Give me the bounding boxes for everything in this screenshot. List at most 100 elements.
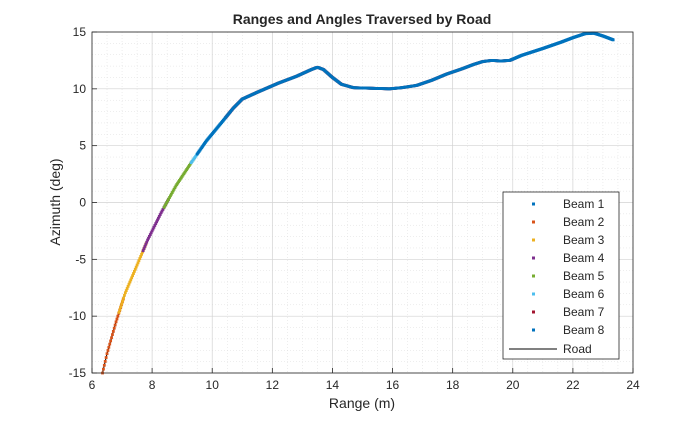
- beam-4-point: [161, 208, 165, 211]
- x-tick-label: 6: [89, 378, 96, 392]
- beam-2-point: [114, 320, 118, 324]
- beam-3-point: [128, 280, 132, 284]
- beam-3-point: [122, 296, 125, 300]
- beam-3-point: [119, 305, 123, 309]
- legend-label-beam-2: Beam 2: [563, 215, 605, 229]
- legend-marker-beam-7: [532, 310, 535, 314]
- beam-3-point: [140, 252, 143, 256]
- beam-5-point: [166, 199, 170, 203]
- beam-2-point: [112, 326, 116, 330]
- beam-5-point: [169, 192, 173, 196]
- beam-3-point: [121, 299, 125, 303]
- beam-8-point: [611, 38, 615, 42]
- beam-3-point: [124, 289, 128, 292]
- legend-label-beam-8: Beam 8: [563, 323, 605, 337]
- legend-items: Beam 1 Beam 2 Beam 3 Beam 4 Beam 5 Beam 6 Beam…: [509, 197, 605, 356]
- beam-3-point: [130, 276, 134, 280]
- beam-2-point: [113, 323, 117, 327]
- series-beam-8: [195, 31, 615, 156]
- beam-3-point: [123, 291, 127, 295]
- beam-4-point: [152, 225, 156, 229]
- beam-3-point: [134, 265, 138, 269]
- beam-3-point: [126, 284, 130, 288]
- beam-3-point: [129, 278, 133, 282]
- chart-title: Ranges and Angles Traversed by Road: [233, 11, 492, 27]
- beam-3-point: [133, 267, 137, 271]
- legend-marker-beam-5: [532, 274, 535, 278]
- beam-3-point: [136, 261, 140, 265]
- beam-4-point: [148, 233, 152, 236]
- beam-3-point: [138, 257, 142, 260]
- beam-2-point: [107, 345, 111, 349]
- beam-4-point: [153, 224, 157, 227]
- beam-4-point: [146, 238, 150, 242]
- beam-5-point: [170, 191, 174, 194]
- beam-2-point: [102, 367, 105, 371]
- beam-2-point: [115, 317, 119, 321]
- y-tick-label: -15: [69, 366, 87, 380]
- beam-3-point: [123, 293, 126, 297]
- beam-5-point: [162, 205, 166, 209]
- beam-4-point: [145, 240, 149, 244]
- beam-5-point: [171, 189, 175, 193]
- beam-5-point: [164, 202, 168, 206]
- beam-3-point: [125, 287, 129, 290]
- beam-3-point: [132, 270, 136, 273]
- beam-5-point: [168, 196, 171, 199]
- beam-4-point: [151, 227, 155, 231]
- beam-4-point: [141, 249, 145, 253]
- beam-3-point: [118, 308, 122, 311]
- x-tick-label: 8: [149, 378, 156, 392]
- beam-2-point: [116, 314, 120, 318]
- beam-3-point: [117, 310, 121, 314]
- beam-2-point: [110, 336, 113, 340]
- y-tick-label: 15: [73, 25, 87, 39]
- beam-2-point: [111, 333, 114, 336]
- beam-4-point: [157, 214, 161, 218]
- beam-5-point: [165, 200, 169, 204]
- x-tick-label: 14: [326, 378, 340, 392]
- legend: Beam 1 Beam 2 Beam 3 Beam 4 Beam 5 Beam 6 Beam…: [502, 191, 620, 360]
- x-tick-label: 16: [386, 378, 400, 392]
- beam-5-point: [172, 187, 176, 191]
- x-tick-label: 20: [506, 378, 520, 392]
- legend-marker-beam-1: [532, 202, 535, 206]
- legend-label-beam-1: Beam 1: [563, 197, 605, 211]
- legend-label-beam-7: Beam 7: [563, 305, 605, 319]
- beam-4-point: [154, 222, 158, 226]
- beam-3-point: [120, 302, 124, 306]
- x-tick-label: 10: [206, 378, 220, 392]
- beam-2-point: [111, 329, 115, 333]
- beam-4-point: [142, 247, 146, 250]
- beam-2-point: [106, 349, 110, 352]
- series-beam-5: [162, 157, 196, 209]
- x-tick-label: 24: [626, 378, 640, 392]
- beam-3-point: [132, 272, 135, 275]
- x-tick-label: 18: [446, 378, 460, 392]
- beam-3-point: [127, 282, 131, 286]
- legend-label-beam-6: Beam 6: [563, 287, 605, 301]
- beam-2-point: [102, 363, 106, 367]
- beam-4-point: [148, 234, 151, 238]
- beam-5-point: [163, 204, 167, 208]
- x-axis-ticks: 6 8 10 12 14 16 18 20 22 24: [89, 368, 640, 392]
- beam-2-point: [105, 352, 109, 356]
- beam-3-point: [141, 250, 144, 254]
- beam-4-point: [156, 218, 159, 222]
- beam-4-point: [147, 236, 150, 240]
- beam-3-point: [135, 263, 139, 267]
- beam-5-point: [174, 184, 178, 188]
- beam-4-point: [158, 213, 162, 216]
- beam-2-point: [109, 339, 113, 343]
- beam-4-point: [159, 211, 163, 215]
- beam-4-point: [155, 220, 159, 224]
- y-tick-label: 10: [73, 82, 87, 96]
- beam-5-point: [173, 186, 177, 190]
- legend-marker-beam-8: [532, 328, 535, 332]
- legend-marker-beam-3: [532, 238, 535, 242]
- x-tick-label: 12: [266, 378, 280, 392]
- beam-5-point: [167, 197, 171, 201]
- y-tick-label: 5: [79, 139, 86, 153]
